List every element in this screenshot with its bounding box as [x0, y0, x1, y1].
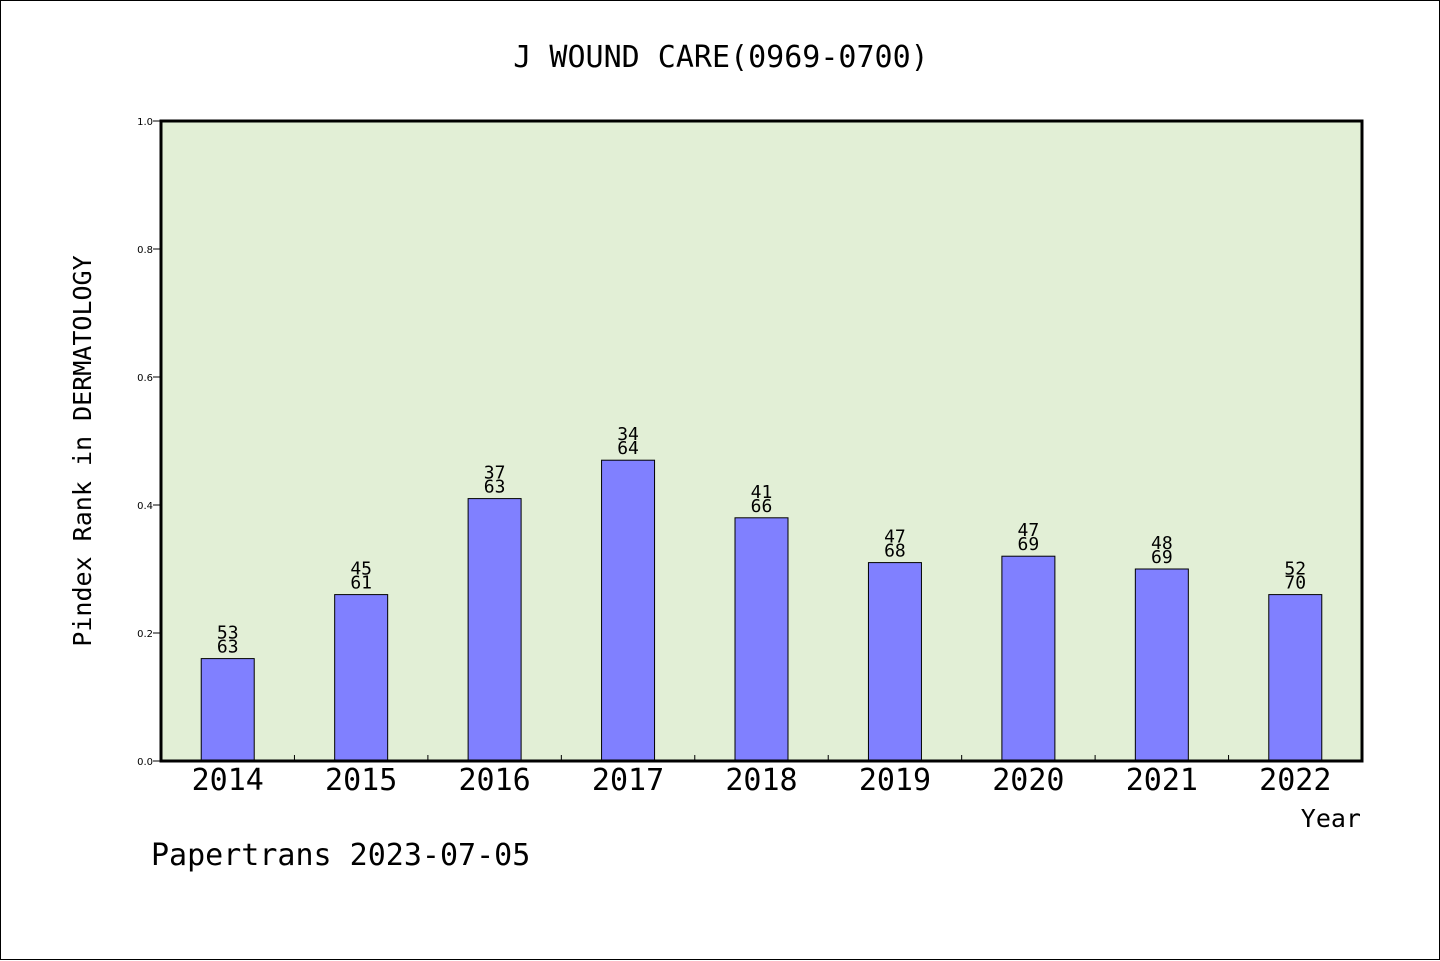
bar-2019 [867, 562, 922, 762]
y-tick-label: 0.6 [137, 373, 153, 384]
x-tick-label: 2014 [192, 763, 264, 798]
bar-label-top: 34 [617, 424, 639, 445]
x-tick-label: 2015 [325, 763, 397, 798]
bar-label-bottom: 61 [350, 573, 372, 594]
x-axis-label: Year [1301, 804, 1361, 833]
bar-label-bottom: 64 [617, 438, 639, 459]
y-tick-label: 0.0 [137, 757, 153, 768]
bar-2022 [1268, 594, 1323, 762]
x-tick-label: 2021 [1126, 763, 1198, 798]
x-tick-label: 2022 [1259, 763, 1331, 798]
bar-label-top: 47 [884, 527, 906, 548]
y-tick-label: 0.8 [137, 245, 153, 256]
y-axis: 0.0 0.2 0.4 0.6 0.8 1.0 [137, 117, 161, 768]
bar-label-bottom: 70 [1284, 573, 1306, 594]
bar-2020 [1001, 555, 1056, 762]
footer-credit: Papertrans 2023-07-05 [151, 838, 530, 873]
bar-2017 [601, 459, 656, 762]
x-tick-label: 2019 [859, 763, 931, 798]
bar-label-top: 53 [217, 623, 239, 644]
bar-label-top: 41 [751, 482, 773, 503]
y-tick-label: 0.4 [137, 501, 153, 512]
bar-label-bottom: 68 [884, 541, 906, 562]
y-tick-label: 0.2 [137, 629, 153, 640]
bar-label-top: 48 [1151, 533, 1173, 554]
bar-2016 [467, 498, 522, 762]
chart-title: J WOUND CARE(0969-0700) [513, 40, 928, 75]
bar-2015 [334, 594, 389, 762]
y-tick-label: 1.0 [137, 117, 153, 128]
bar-label-top: 47 [1018, 520, 1040, 541]
bar-2018 [734, 517, 789, 762]
bar-label-top: 52 [1284, 559, 1306, 580]
plot-border [159, 119, 1364, 763]
bar-label-bottom: 63 [484, 477, 506, 498]
bar-label-top: 37 [484, 463, 506, 484]
bar-2021 [1134, 568, 1189, 762]
x-tick-label: 2017 [592, 763, 664, 798]
x-tick-label: 2020 [992, 763, 1064, 798]
x-axis: 2014 2015 2016 2017 2018 2019 2020 2021 2022 [192, 755, 1331, 798]
bar-label-bottom: 69 [1018, 534, 1040, 555]
bar-2014 [200, 658, 255, 762]
bar-label-top: 45 [350, 559, 372, 580]
bar-label-bottom: 63 [217, 637, 239, 658]
x-tick-label: 2016 [458, 763, 530, 798]
x-tick-label: 2018 [725, 763, 797, 798]
y-axis-label: Pindex Rank in DERMATOLOGY [68, 255, 97, 646]
bar-label-bottom: 66 [751, 496, 773, 517]
bar-label-bottom: 69 [1151, 547, 1173, 568]
